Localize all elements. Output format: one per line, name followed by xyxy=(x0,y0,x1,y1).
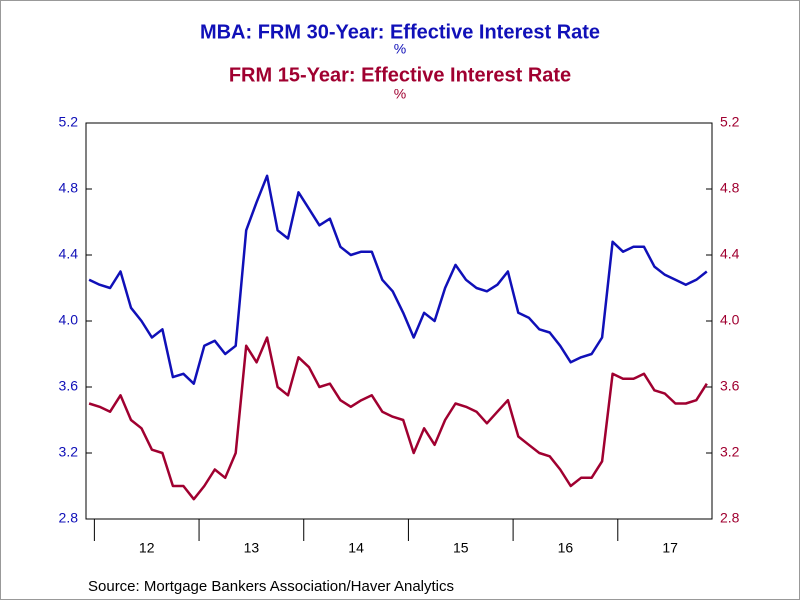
x-tick-label: 12 xyxy=(139,540,155,556)
series-line xyxy=(88,174,708,385)
y-tick-label: 4.0 xyxy=(59,312,79,328)
y2-tick-label: 3.6 xyxy=(720,378,740,394)
y2-tick-label: 4.0 xyxy=(720,312,740,328)
x-tick-label: 14 xyxy=(348,540,364,556)
y-tick-label: 4.4 xyxy=(59,246,79,262)
series-line xyxy=(88,336,708,501)
chart-title-2: FRM 15-Year: Effective Interest Rate xyxy=(229,64,571,86)
y2-tick-label: 5.2 xyxy=(720,114,740,130)
y-tick-label: 2.8 xyxy=(59,510,79,526)
chart-subtitle: % xyxy=(394,41,406,57)
source: Source: Mortgage Bankers Association/Hav… xyxy=(88,578,454,595)
y2-tick-label: 4.8 xyxy=(720,180,740,196)
y-tick-label: 3.2 xyxy=(59,444,79,460)
x-tick-label: 17 xyxy=(662,540,678,556)
y2-tick-label: 2.8 xyxy=(720,510,740,526)
y-tick-label: 4.8 xyxy=(59,180,79,196)
y2-tick-label: 4.4 xyxy=(720,246,740,262)
chart-title: MBA: FRM 30-Year: Effective Interest Rat… xyxy=(200,21,600,43)
chart-subtitle-2: % xyxy=(394,86,406,102)
y-tick-label: 3.6 xyxy=(59,378,79,394)
y-tick-label: 5.2 xyxy=(59,114,79,130)
x-tick-label: 15 xyxy=(453,540,469,556)
y2-tick-label: 3.2 xyxy=(720,444,740,460)
x-tick-label: 16 xyxy=(558,540,574,556)
x-tick-label: 13 xyxy=(244,540,260,556)
